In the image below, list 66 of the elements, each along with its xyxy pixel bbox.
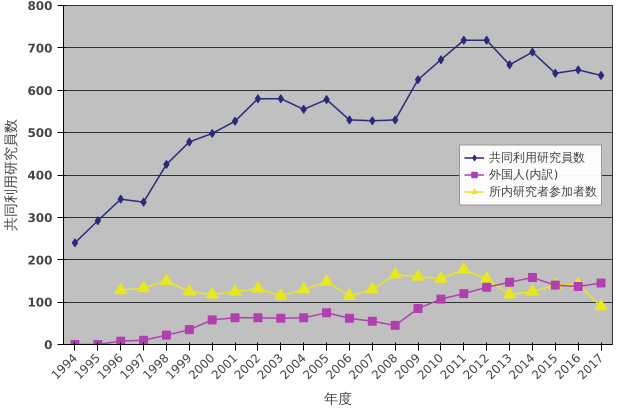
x-axis-title: 年度	[324, 391, 352, 408]
point	[459, 289, 468, 298]
point	[140, 198, 147, 207]
point	[320, 274, 334, 286]
point	[526, 284, 539, 296]
point	[206, 287, 219, 298]
point	[299, 313, 308, 322]
point	[342, 288, 356, 300]
point	[596, 278, 606, 288]
point	[482, 282, 492, 292]
y-tick-label: 600	[27, 84, 53, 98]
point	[251, 281, 264, 293]
point	[598, 70, 604, 80]
y-tick-label: 500	[27, 126, 53, 140]
point	[160, 274, 173, 285]
point	[137, 280, 150, 292]
point	[114, 282, 128, 294]
point	[529, 48, 536, 57]
y-tick-label: 0	[44, 338, 53, 352]
point	[414, 304, 423, 313]
point	[116, 336, 126, 344]
point	[438, 55, 444, 64]
y-tick-label: 400	[27, 168, 53, 182]
legend-label: 所内研究者参加者数	[489, 183, 597, 200]
point	[230, 313, 240, 322]
point	[322, 308, 332, 318]
legend-label: 外国人(内訳)	[489, 166, 558, 183]
point	[480, 271, 494, 283]
point	[368, 316, 377, 326]
point	[254, 94, 262, 104]
point	[412, 269, 425, 281]
point	[506, 60, 513, 70]
legend-label: 共同利用研究員数	[489, 149, 585, 166]
point	[344, 314, 354, 323]
point	[253, 313, 262, 322]
point	[163, 160, 170, 169]
point	[346, 115, 353, 124]
point	[528, 273, 537, 282]
y-tick-label: 100	[27, 296, 53, 310]
point	[505, 278, 514, 287]
point	[184, 325, 194, 334]
point	[366, 282, 379, 294]
point	[434, 271, 448, 283]
point	[388, 267, 402, 279]
point	[228, 284, 242, 296]
y-tick-label: 700	[27, 41, 53, 56]
point	[390, 320, 400, 330]
y-tick-label: 200	[27, 253, 53, 268]
y-axis-title: 共同利用研究員数	[3, 119, 20, 231]
point	[72, 238, 78, 248]
y-tick-label: 800	[27, 0, 53, 13]
point	[297, 282, 310, 294]
point	[208, 315, 217, 324]
y-tick-label: 300	[27, 210, 53, 225]
point	[323, 95, 330, 104]
point	[274, 288, 288, 300]
point	[414, 75, 422, 84]
point	[436, 294, 446, 304]
point	[182, 284, 196, 296]
point	[162, 330, 171, 340]
point	[503, 287, 516, 298]
point	[139, 336, 148, 344]
point	[276, 314, 286, 323]
point	[457, 262, 470, 274]
point	[232, 116, 238, 126]
point	[594, 298, 608, 310]
